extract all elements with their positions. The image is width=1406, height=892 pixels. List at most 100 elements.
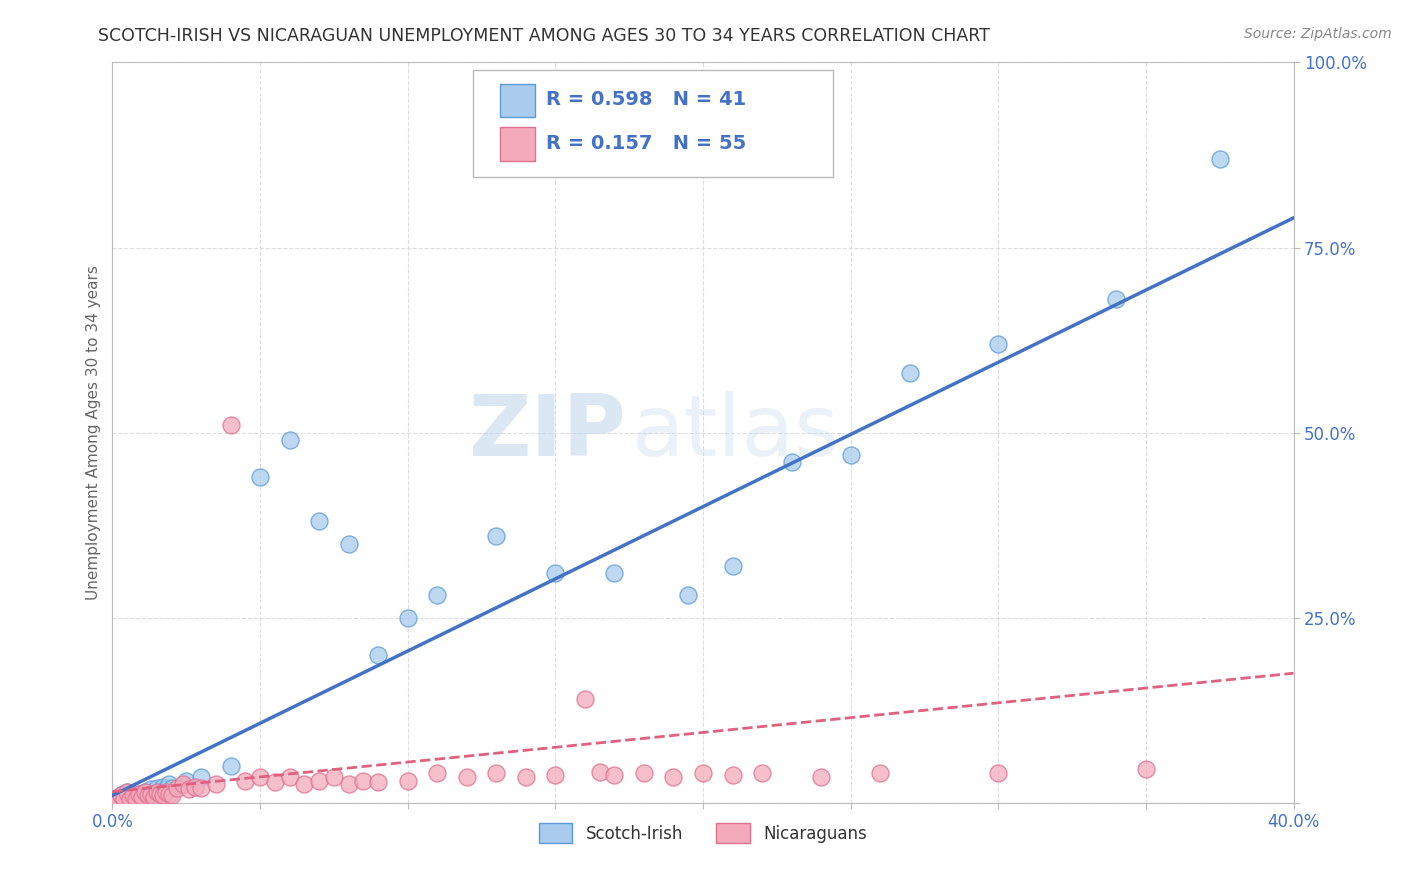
Point [117, 785, 138, 799]
Point [139, 782, 162, 797]
Point [152, 780, 174, 794]
Point [146, 785, 169, 799]
Point [751, 766, 773, 780]
Point [869, 766, 891, 780]
Point [678, 589, 700, 603]
Point [426, 766, 449, 780]
Point [112, 792, 135, 806]
Point [396, 773, 419, 788]
Legend: Scotch-Irish, Nicaraguans: Scotch-Irish, Nicaraguans [533, 816, 873, 850]
Point [292, 777, 315, 791]
Point [574, 692, 596, 706]
Point [134, 785, 156, 799]
Point [160, 789, 183, 803]
Point [190, 780, 212, 795]
Point [104, 792, 127, 806]
Point [131, 789, 153, 803]
Point [110, 789, 132, 803]
Text: Source: ZipAtlas.com: Source: ZipAtlas.com [1244, 27, 1392, 41]
Point [128, 787, 150, 801]
Point [278, 770, 301, 784]
Point [810, 770, 832, 784]
Point [337, 536, 360, 550]
Point [125, 792, 148, 806]
Point [308, 515, 330, 529]
Point [588, 764, 610, 779]
Point [219, 418, 242, 433]
Point [780, 455, 803, 469]
Point [136, 787, 159, 801]
Point [633, 766, 655, 780]
Point [839, 448, 862, 462]
Point [142, 789, 165, 803]
Point [120, 792, 142, 806]
Point [515, 770, 537, 784]
Point [179, 782, 201, 797]
Point [219, 758, 242, 772]
Point [456, 770, 478, 784]
Point [264, 775, 287, 789]
Point [544, 566, 567, 581]
FancyBboxPatch shape [501, 128, 536, 161]
Point [107, 792, 129, 806]
Point [174, 773, 197, 788]
Point [149, 785, 172, 799]
Point [987, 336, 1010, 351]
Point [128, 787, 150, 801]
Point [136, 789, 159, 803]
Point [1105, 293, 1128, 307]
Point [104, 792, 127, 806]
Point [308, 773, 330, 788]
Point [692, 766, 714, 780]
Point [485, 529, 508, 543]
Point [146, 780, 169, 795]
Point [352, 773, 374, 788]
Point [426, 589, 449, 603]
Point [184, 780, 207, 794]
Point [337, 777, 360, 791]
Point [721, 558, 744, 573]
Point [367, 775, 389, 789]
Point [662, 770, 685, 784]
Point [166, 780, 188, 795]
Point [155, 782, 177, 797]
Y-axis label: Unemployment Among Ages 30 to 34 years: Unemployment Among Ages 30 to 34 years [86, 265, 101, 600]
Point [155, 785, 177, 799]
Point [110, 789, 132, 803]
FancyBboxPatch shape [472, 70, 832, 178]
Point [278, 433, 301, 447]
Point [160, 780, 183, 795]
Point [544, 767, 567, 781]
Point [367, 648, 389, 662]
Point [249, 770, 271, 784]
Point [112, 792, 135, 806]
Text: SCOTCH-IRISH VS NICARAGUAN UNEMPLOYMENT AMONG AGES 30 TO 34 YEARS CORRELATION CH: SCOTCH-IRISH VS NICARAGUAN UNEMPLOYMENT … [98, 27, 990, 45]
Point [603, 767, 626, 781]
Point [131, 789, 153, 804]
Point [485, 766, 508, 780]
Point [603, 566, 626, 581]
Text: R = 0.157   N = 55: R = 0.157 N = 55 [546, 135, 747, 153]
Point [120, 792, 142, 806]
Point [139, 787, 162, 801]
Point [125, 789, 148, 804]
Point [396, 610, 419, 624]
Point [323, 770, 346, 784]
Point [172, 777, 194, 791]
Point [1135, 763, 1157, 777]
Point [157, 787, 180, 801]
Point [987, 766, 1010, 780]
Point [117, 785, 138, 799]
Text: atlas: atlas [633, 391, 841, 475]
Point [721, 767, 744, 781]
Text: ZIP: ZIP [468, 391, 626, 475]
Text: R = 0.598   N = 41: R = 0.598 N = 41 [546, 90, 747, 110]
Point [142, 789, 165, 804]
Point [233, 773, 256, 788]
Point [122, 789, 145, 803]
Point [149, 787, 172, 801]
Point [898, 367, 921, 381]
Point [107, 792, 129, 806]
Point [157, 777, 180, 791]
Point [205, 777, 228, 791]
